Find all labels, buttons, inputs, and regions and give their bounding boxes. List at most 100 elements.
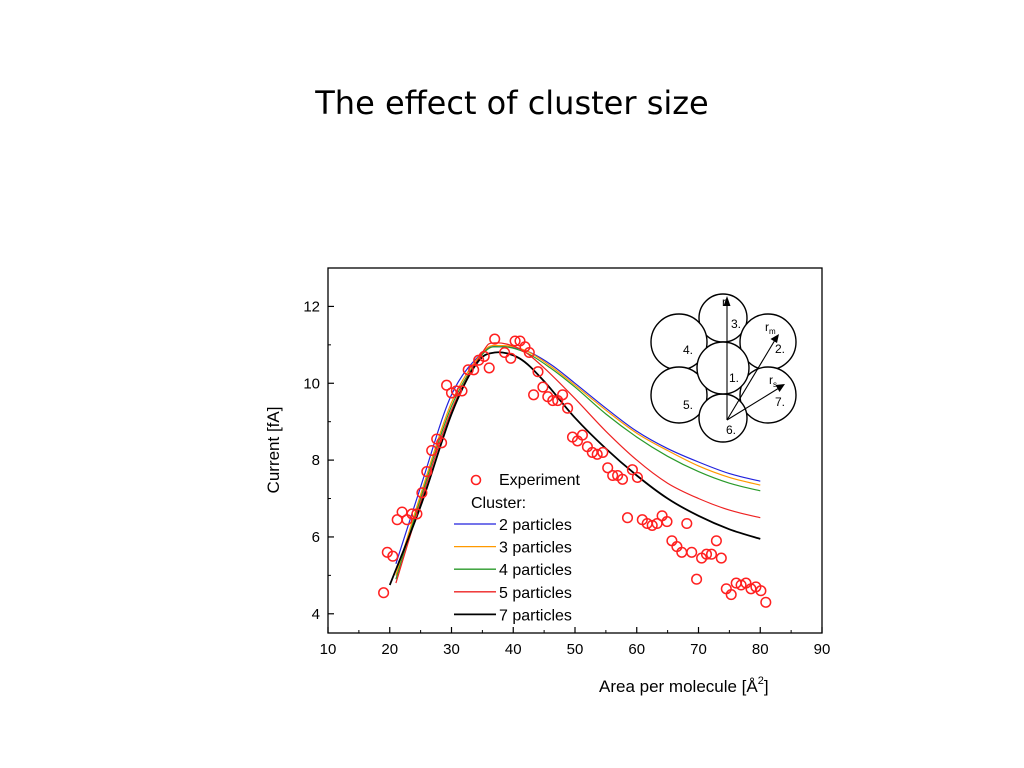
experiment-point — [406, 508, 418, 520]
experiment-point — [725, 589, 737, 601]
vector-rs — [726, 387, 780, 421]
experiment-point — [411, 508, 423, 520]
inset-label-rl: rl — [722, 295, 728, 311]
inset-label-2: 2. — [775, 342, 785, 356]
experiment-point — [616, 473, 629, 485]
y-tick-label: 12 — [303, 298, 320, 315]
rl-sub: l — [726, 302, 728, 311]
experiment-point — [661, 516, 673, 528]
rs-sub: s — [773, 380, 777, 389]
experiment-point — [691, 573, 703, 585]
experiment-point — [715, 552, 727, 564]
legend-experiment-label: Experiment — [499, 472, 580, 489]
experiment-point — [381, 546, 393, 558]
y-tick-label: 8 — [312, 452, 320, 469]
inset-label-5: 5. — [683, 398, 693, 412]
x-tick-label: 30 — [443, 641, 460, 658]
series-line-5-particles — [395, 342, 761, 584]
experiment-point — [378, 587, 390, 599]
x-tick-label: 10 — [320, 641, 337, 658]
vector-rl-head — [723, 296, 731, 306]
series-line-4-particles — [395, 346, 761, 580]
x-tick-label: 90 — [814, 641, 831, 658]
inset-label-rs: rs — [769, 373, 777, 389]
experiment-point — [602, 462, 614, 474]
experiment-point — [710, 535, 722, 547]
x-tick-label: 20 — [381, 641, 398, 658]
experiment-point — [735, 579, 747, 591]
x-tick-label: 40 — [505, 641, 522, 658]
y-tick-label: 10 — [303, 375, 320, 392]
inset-label-4: 4. — [683, 343, 693, 357]
experiment-point — [421, 466, 433, 478]
experiment-point — [483, 362, 495, 374]
rs-main: r — [769, 373, 773, 387]
cluster-inset — [650, 293, 797, 443]
legend: Experiment Cluster: 2 particles 3 particl… — [454, 472, 580, 624]
experiment-point — [478, 350, 490, 362]
series-line-3-particles — [395, 344, 761, 576]
experiment-point — [456, 385, 468, 397]
inset-circle-6 — [698, 393, 748, 443]
inset-label-3: 3. — [731, 317, 741, 331]
experiment-point — [509, 335, 521, 347]
legend-series-label: 4 particles — [499, 562, 572, 579]
experiment-point — [755, 585, 767, 597]
x-tick-label: 50 — [567, 641, 584, 658]
experiment-point — [760, 596, 772, 608]
experiment-point — [597, 446, 609, 458]
experiment-point — [646, 519, 658, 531]
experiment-point — [631, 471, 643, 483]
experiment-point — [557, 389, 569, 401]
experiment-point — [586, 446, 598, 458]
inset-label-1: 1. — [729, 371, 739, 385]
experiment-point — [387, 550, 399, 562]
x-axis-label-sup: 2 — [758, 675, 764, 687]
legend-series-label: 2 particles — [499, 517, 572, 534]
model-curves — [388, 342, 761, 586]
x-tick-label: 70 — [690, 641, 707, 658]
legend-series-label: 3 particles — [499, 540, 572, 557]
x-axis-label: Area per molecule [Å2] — [599, 675, 769, 696]
experiment-point — [445, 387, 458, 399]
x-tick-label: 80 — [752, 641, 769, 658]
experiment-point — [686, 546, 698, 558]
x-tick-label: 60 — [628, 641, 645, 658]
experiment-point — [562, 402, 574, 414]
inset-circle-5 — [650, 366, 708, 424]
inset-vectors — [723, 296, 785, 421]
experiment-point — [441, 379, 453, 391]
legend-series-label: 7 particles — [499, 607, 572, 624]
x-axis-label-main: Area per molecule [Å — [599, 677, 758, 696]
experiment-point — [426, 444, 438, 457]
experiment-point — [528, 389, 540, 401]
series-line-2-particles — [395, 346, 761, 564]
experiment-point — [681, 517, 693, 530]
inset-label-6: 6. — [726, 423, 736, 437]
experiment-point — [607, 469, 619, 482]
y-tick-label: 6 — [312, 529, 320, 546]
inset-label-rm: rm — [765, 320, 776, 336]
experiment-point — [468, 364, 480, 376]
y-tick-label: 4 — [312, 606, 320, 623]
vector-rs-head — [775, 384, 785, 392]
experiment-point — [523, 346, 535, 359]
inset-label-7: 7. — [775, 395, 785, 409]
series-line-7-particles — [388, 351, 761, 586]
legend-items: 2 particles 3 particles 4 particles 5 parti… — [454, 517, 572, 624]
experiment-point — [591, 448, 603, 460]
experiment-point — [489, 333, 501, 345]
legend-experiment-marker — [470, 474, 482, 486]
experiment-point — [537, 381, 549, 393]
experiment-point — [576, 429, 588, 441]
experiment-point — [705, 548, 718, 560]
experiment-points — [378, 333, 772, 608]
experiment-point — [416, 487, 428, 499]
experiment-point — [499, 346, 511, 359]
experiment-point — [473, 354, 485, 366]
experiment-point — [700, 548, 713, 560]
axis-ticks: 10 20 30 40 50 60 70 80 90 4 6 8 10 12 — [303, 298, 830, 658]
vector-rm-head — [770, 334, 779, 343]
y-axis-label: Current [fA] — [264, 407, 283, 494]
